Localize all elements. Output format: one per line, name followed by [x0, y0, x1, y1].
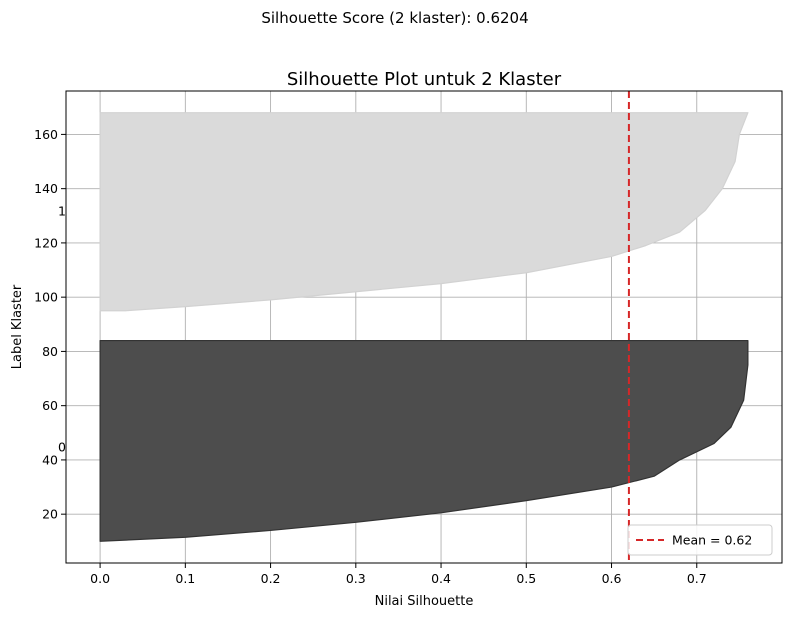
y-axis-label: Label Klaster [10, 284, 25, 369]
legend-mean-label: Mean = 0.62 [672, 533, 752, 548]
legend-box [627, 524, 773, 556]
y-tick-label: 40 [42, 452, 58, 467]
legend: Mean = 0.62 [627, 524, 773, 556]
figure-suptitle: Silhouette Score (2 klaster): 0.6204 [261, 9, 528, 27]
chart-title: Silhouette Plot untuk 2 Klaster [287, 69, 562, 90]
x-tick-label: 0.0 [90, 571, 110, 586]
silhouette-areas [99, 112, 749, 542]
x-tick-label: 0.6 [602, 571, 622, 586]
cluster-labels: 01 [58, 203, 66, 454]
x-tick-label: 0.3 [346, 571, 366, 586]
x-axis-label: Nilai Silhouette [375, 594, 474, 609]
y-ticks: 20 40 60 80 100 120 140 160 [34, 127, 66, 522]
y-tick-label: 100 [34, 290, 58, 305]
y-tick-label: 140 [34, 181, 58, 196]
y-tick-label: 20 [42, 507, 58, 522]
x-tick-label: 0.2 [261, 571, 281, 586]
cluster-1-silhouette-area [99, 112, 749, 312]
plot-frame [65, 90, 783, 564]
x-tick-label: 0.1 [175, 571, 195, 586]
y-tick-label: 120 [34, 235, 58, 250]
y-tick-label: 60 [42, 398, 58, 413]
cluster-label-1: 1 [58, 203, 66, 218]
y-tick-label: 80 [42, 344, 58, 359]
x-tick-label: 0.4 [431, 571, 451, 586]
y-tick-label: 160 [34, 127, 58, 142]
x-tick-label: 0.5 [516, 571, 536, 586]
x-ticks: 0.0 0.1 0.2 0.3 0.4 0.5 0.6 0.7 [90, 563, 707, 586]
x-tick-label: 0.7 [687, 571, 707, 586]
cluster-0-silhouette-area [99, 339, 749, 542]
cluster-label-0: 0 [58, 439, 66, 454]
